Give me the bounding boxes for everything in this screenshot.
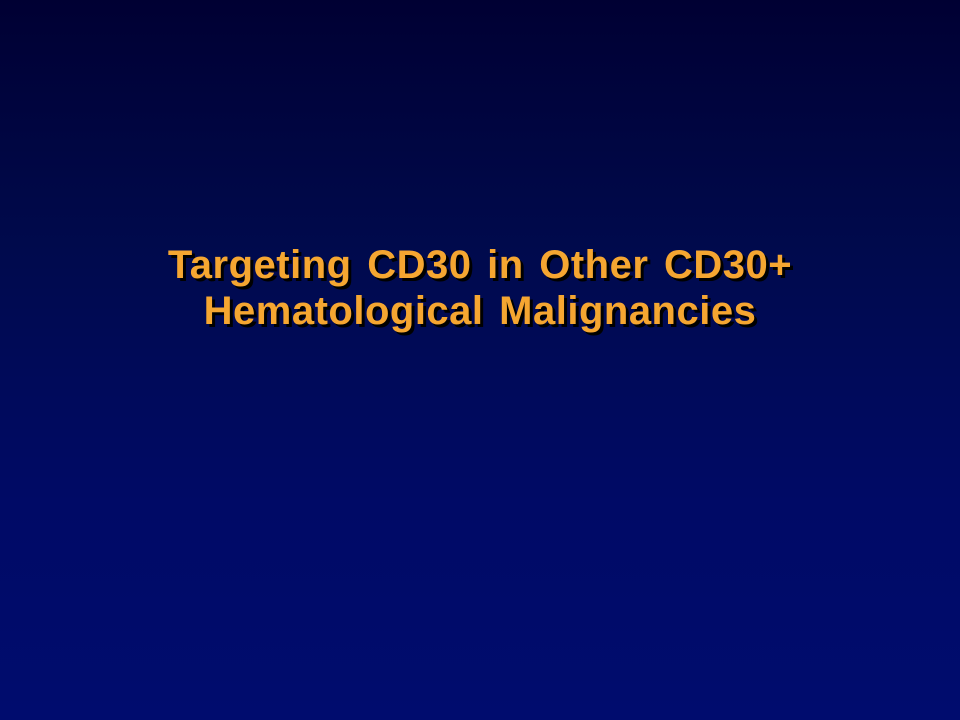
slide-title-line-1: Targeting CD30 in Other CD30+ [167,243,793,287]
slide-title: Targeting CD30 in Other CD30+ Hematologi… [40,242,920,334]
slide-title-line-2: Hematological Malignancies [203,289,757,333]
